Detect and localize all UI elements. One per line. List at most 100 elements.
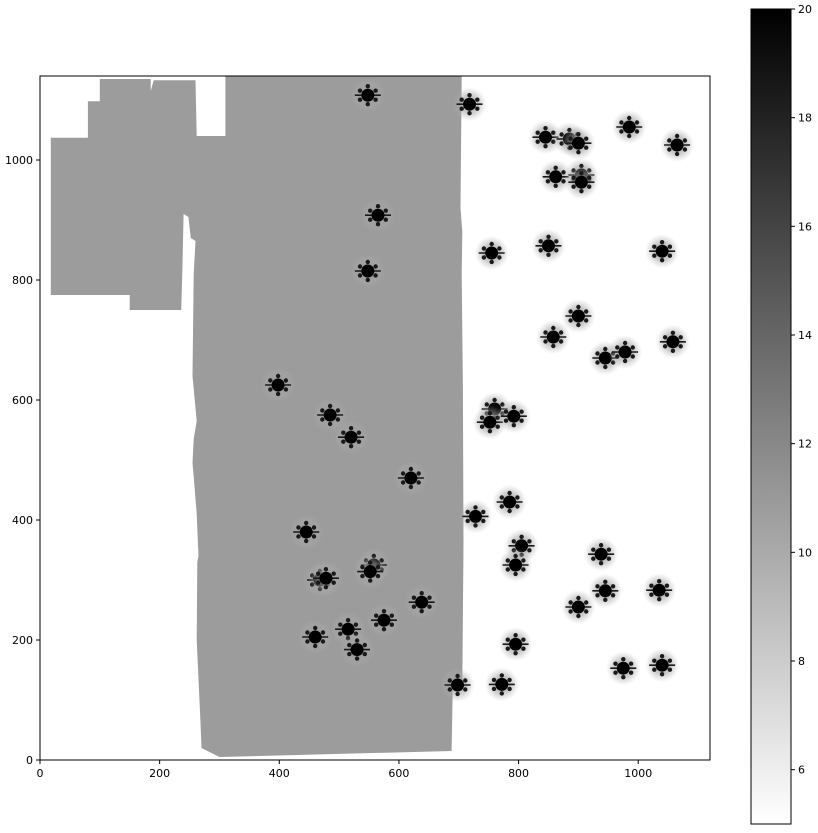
- x-tick-label: 400: [269, 767, 290, 780]
- source-spike: [331, 571, 336, 576]
- source-spike: [571, 175, 576, 180]
- source-spike: [347, 642, 352, 648]
- source-core: [549, 170, 563, 184]
- source-core: [463, 97, 477, 111]
- source-spike: [670, 330, 676, 335]
- source-spike: [652, 667, 657, 672]
- x-tick-label: 600: [388, 767, 409, 780]
- source-14: [531, 228, 566, 263]
- source-spike: [543, 144, 548, 149]
- source-spike: [479, 415, 485, 420]
- source-core: [404, 471, 418, 485]
- source-spike: [619, 120, 624, 125]
- source-spike: [411, 595, 417, 600]
- source-spike: [268, 387, 273, 392]
- source-spike: [473, 505, 478, 510]
- source-spike: [511, 405, 516, 410]
- source-spike: [499, 691, 504, 696]
- source-spike: [479, 424, 485, 429]
- source-39: [642, 573, 677, 608]
- source-core: [350, 643, 364, 657]
- source-2: [452, 87, 487, 122]
- source-spike: [513, 553, 518, 559]
- source-spike: [463, 687, 468, 692]
- source-5: [561, 126, 596, 161]
- source-spike: [499, 504, 504, 509]
- source-core: [469, 509, 482, 523]
- source-spike: [664, 583, 670, 588]
- source-30: [289, 515, 324, 549]
- source-15: [645, 234, 680, 269]
- source-spike: [521, 637, 526, 642]
- source-spike: [341, 430, 346, 435]
- source-spike: [554, 239, 559, 244]
- source-spike: [331, 580, 336, 585]
- source-spike: [513, 571, 518, 577]
- plot-area: 0 200 400 600 800 1000 0 200 400 600 800 1000: [5, 75, 711, 780]
- source-core: [571, 309, 585, 323]
- source-spike: [576, 595, 581, 601]
- source-spike: [389, 613, 394, 618]
- source-spike: [491, 677, 497, 683]
- source-core: [571, 136, 585, 150]
- source-spike: [546, 234, 551, 239]
- source-spike: [411, 604, 417, 609]
- source-spike: [408, 466, 414, 472]
- source-spike: [558, 339, 564, 344]
- source-spike: [568, 145, 573, 150]
- source-spike: [664, 592, 670, 597]
- source-spike: [316, 571, 321, 576]
- source-spike: [595, 593, 600, 598]
- source-spike: [296, 525, 301, 530]
- source-spike: [305, 630, 310, 635]
- source-spike: [606, 547, 612, 552]
- source-spike: [507, 686, 512, 692]
- source-spike: [313, 625, 318, 631]
- source-spike: [551, 325, 556, 331]
- source-spike: [481, 246, 487, 251]
- source-spike: [362, 651, 367, 657]
- source-48: [645, 648, 680, 683]
- source-spike: [545, 179, 551, 184]
- x-tick-label: 0: [37, 767, 44, 780]
- source-spike: [630, 354, 635, 359]
- source-spike: [323, 585, 329, 590]
- source-spike: [543, 339, 548, 344]
- colorbar-tick-label: 20: [798, 3, 812, 16]
- source-spike: [674, 133, 680, 139]
- source-spike: [527, 548, 532, 553]
- source-16: [561, 299, 596, 333]
- source-spike: [475, 97, 480, 102]
- source-spike: [497, 255, 502, 260]
- x-tick-label: 200: [149, 767, 170, 780]
- source-49: [440, 668, 475, 702]
- source-33: [584, 537, 619, 572]
- source-core: [594, 547, 608, 561]
- source-core: [507, 409, 521, 423]
- source-core: [308, 630, 322, 644]
- source-8: [538, 159, 573, 194]
- source-spike: [463, 678, 468, 683]
- source-core: [415, 595, 429, 609]
- source-spike: [598, 543, 604, 548]
- source-29: [492, 485, 527, 519]
- source-spike: [667, 147, 672, 152]
- source-spike: [373, 88, 378, 93]
- source-spike: [535, 130, 540, 135]
- source-spike: [368, 560, 373, 565]
- source-spike: [670, 348, 676, 353]
- source-spike: [598, 561, 604, 566]
- source-spike: [365, 102, 370, 107]
- source-spike: [667, 667, 673, 672]
- source-spike: [603, 597, 608, 602]
- x-axis: 0 200 400 600 800 1000: [37, 760, 652, 780]
- source-17: [536, 320, 571, 354]
- source-spike: [678, 335, 683, 340]
- coverage-region: [50, 76, 464, 757]
- source-spike: [621, 657, 626, 662]
- source-core: [495, 677, 509, 691]
- source-core: [509, 637, 523, 651]
- source-spike: [595, 351, 600, 356]
- source-spike: [619, 129, 624, 134]
